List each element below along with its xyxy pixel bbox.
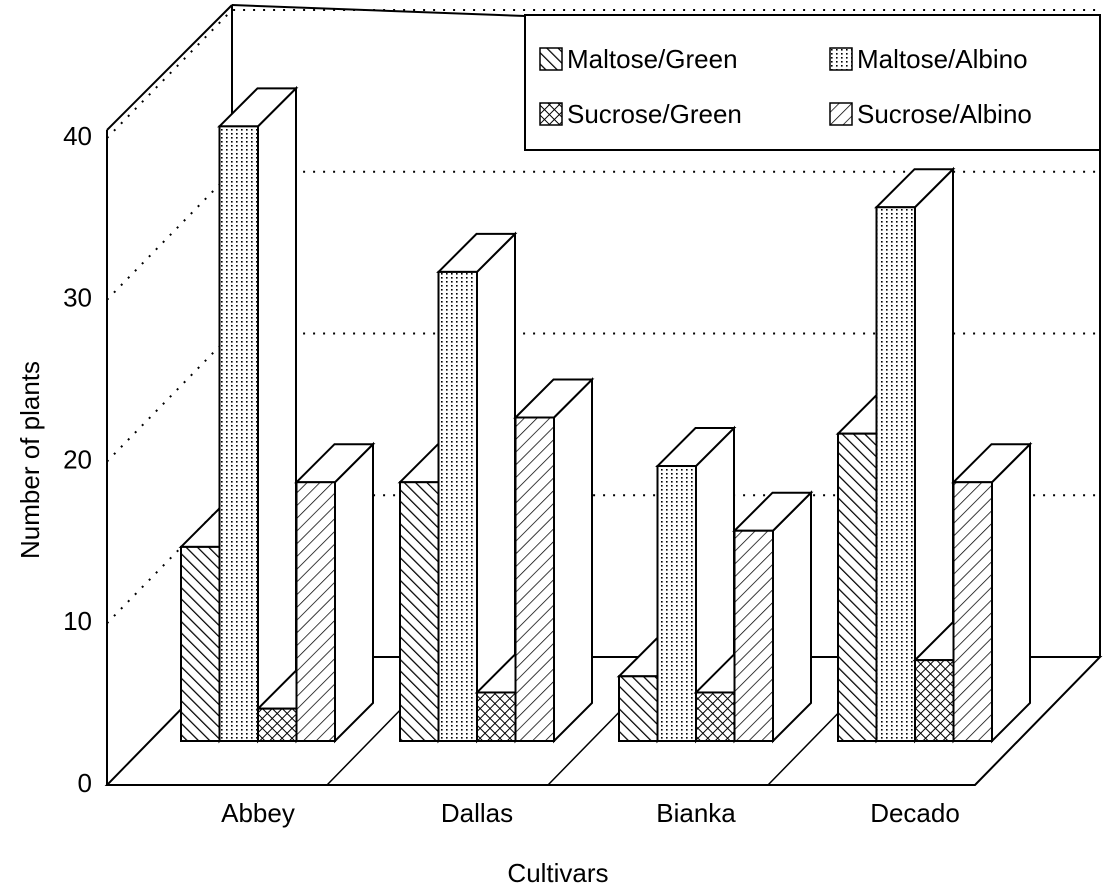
bar [874, 166, 956, 744]
legend-label: Maltose/Albino [857, 44, 1028, 74]
bar-front [952, 481, 993, 742]
bar-front [295, 481, 336, 742]
legend-swatch [829, 47, 853, 71]
legend-swatch [539, 102, 563, 126]
bar-front [476, 691, 517, 742]
bar-front [618, 675, 659, 742]
y-axis-label: Number of plants [15, 361, 45, 559]
bar [436, 231, 518, 744]
bar [513, 377, 595, 744]
bar-front [514, 416, 555, 742]
legend-label: Sucrose/Green [567, 99, 742, 129]
legend-box [524, 14, 1101, 151]
bar-front [399, 481, 440, 742]
x-tick-label: Dallas [441, 798, 513, 828]
legend-label: Maltose/Green [567, 44, 738, 74]
legend-swatch [539, 47, 563, 71]
bar-front [180, 545, 221, 743]
bar [951, 441, 1033, 744]
legend-label: Sucrose/Albino [857, 99, 1032, 129]
y-tick-label: 30 [63, 283, 92, 313]
bar-front [914, 659, 955, 742]
wall-edge [106, 4, 233, 131]
y-tick-label: 0 [78, 768, 92, 798]
bar-front [437, 270, 478, 742]
bar [732, 490, 814, 744]
bar-front [695, 691, 736, 742]
bar-front [733, 529, 774, 742]
bar-front [875, 206, 916, 743]
bar-front [218, 125, 259, 743]
y-tick-label: 10 [63, 606, 92, 636]
y-tick-label: 40 [63, 121, 92, 151]
x-tick-label: Bianka [656, 798, 736, 828]
legend: Maltose/Green Maltose/Albino Sucrose/Green… [539, 44, 1032, 129]
wall-top [231, 4, 526, 17]
bar-side [553, 377, 593, 744]
bar-side [772, 490, 812, 744]
bars [178, 85, 1033, 744]
bar [294, 441, 376, 744]
y-tick-label: 20 [63, 444, 92, 474]
x-axis-label: Cultivars [507, 858, 608, 888]
x-tick-label: Decado [870, 798, 960, 828]
bar-front [656, 465, 697, 742]
bar-side [257, 85, 297, 744]
bar-side [334, 441, 374, 744]
bar-front [257, 707, 298, 743]
legend-swatch [829, 102, 853, 126]
bar-side [991, 441, 1031, 744]
x-tick-label: Abbey [221, 798, 295, 828]
bar [217, 85, 299, 744]
bar-front [837, 432, 878, 742]
